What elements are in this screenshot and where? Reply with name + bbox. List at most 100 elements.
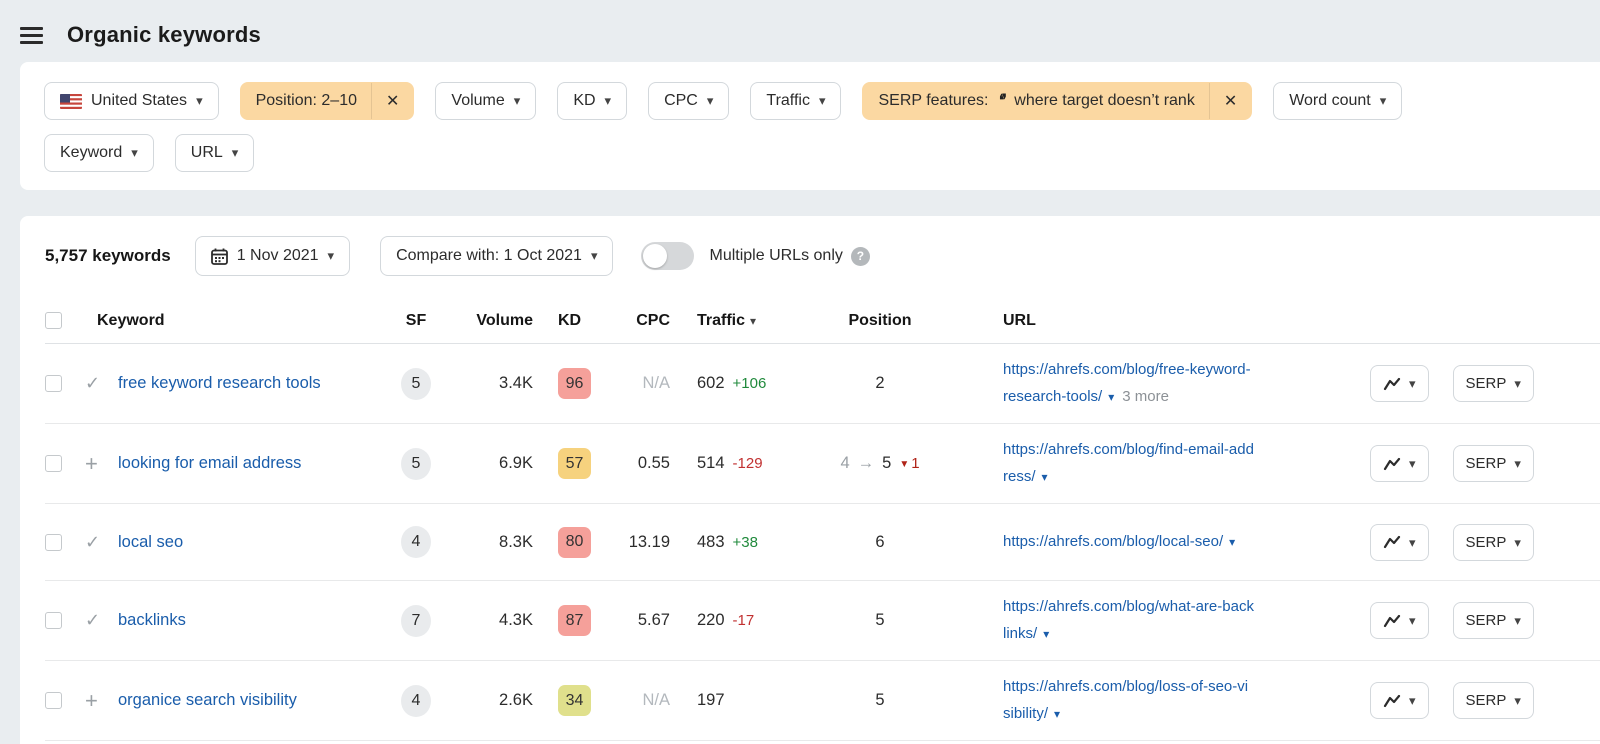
filter-row-1: United States Position: 2–10 Volume KD C… [44, 82, 1600, 120]
page-title: Organic keywords [67, 22, 261, 47]
keyword-filter-button[interactable]: Keyword [44, 134, 154, 172]
position-history-chart-button[interactable] [1370, 682, 1429, 719]
url-dropdown-icon[interactable] [1042, 470, 1048, 484]
position-value: 5 [882, 454, 892, 472]
url-link[interactable]: https://ahrefs.com/blog/loss-of-seo-visi… [1003, 678, 1249, 722]
col-header-cpc[interactable]: CPC [636, 311, 670, 329]
col-header-volume[interactable]: Volume [476, 311, 533, 329]
position-history-chart-button[interactable] [1370, 445, 1429, 482]
keyword-link[interactable]: looking for email address [118, 454, 302, 472]
volume-value: 2.6K [499, 691, 533, 709]
row-actions: SERP [1345, 523, 1600, 561]
multiple-urls-toggle[interactable] [641, 242, 695, 270]
select-all-checkbox[interactable] [45, 312, 62, 329]
country-filter-button[interactable]: United States [44, 82, 219, 120]
url-dropdown-icon[interactable] [1108, 390, 1114, 404]
multiple-urls-label: Multiple URLs only [709, 247, 843, 264]
position-history-chart-button[interactable] [1370, 523, 1429, 561]
col-header-traffic[interactable]: Traffic [670, 312, 810, 330]
remove-serp-features-filter-icon[interactable] [1208, 83, 1251, 119]
url-filter-button[interactable]: URL [174, 134, 255, 172]
more-urls-link[interactable]: 3 more [1122, 388, 1169, 405]
volume-filter-button[interactable]: Volume [435, 82, 537, 120]
serp-button[interactable]: SERP [1452, 445, 1534, 482]
serp-button-label: SERP [1465, 612, 1507, 629]
position-history-chart-button[interactable] [1370, 365, 1429, 402]
word-count-filter-button[interactable]: Word count [1273, 82, 1403, 120]
check-icon[interactable] [85, 532, 118, 553]
serp-features-count-badge[interactable]: 5 [401, 447, 431, 480]
row-checkbox[interactable] [45, 455, 62, 472]
row-checkbox[interactable] [45, 375, 62, 392]
chevron-down-icon [232, 144, 239, 162]
table-controls: 5,757 keywords 1 Nov 2021 Compare with: … [45, 236, 1600, 276]
cpc-filter-button[interactable]: CPC [648, 82, 730, 120]
position-history-chart-button[interactable] [1370, 602, 1429, 639]
url-dropdown-icon[interactable] [1054, 707, 1060, 721]
serp-features-filter-pill[interactable]: SERP features: ❛❜ where target doesn’t r… [862, 82, 1253, 120]
serp-button[interactable]: SERP [1452, 682, 1534, 719]
url-dropdown-icon[interactable] [1043, 627, 1049, 641]
kd-filter-button[interactable]: KD [557, 82, 628, 120]
help-icon[interactable] [850, 246, 870, 266]
keyword-link[interactable]: backlinks [118, 611, 186, 629]
row-checkbox[interactable] [45, 533, 62, 551]
compare-with-button[interactable]: Compare with: 1 Oct 2021 [380, 236, 614, 276]
serp-features-count-badge[interactable]: 4 [401, 526, 431, 558]
serp-button[interactable]: SERP [1452, 602, 1534, 639]
position-filter-pill[interactable]: Position: 2–10 [239, 82, 415, 120]
serp-button[interactable]: SERP [1452, 365, 1534, 402]
keyword-filter-label: Keyword [60, 144, 123, 161]
traffic-value: 483 [697, 532, 725, 551]
plus-icon[interactable] [85, 451, 118, 477]
col-header-kd[interactable]: KD [558, 311, 582, 329]
url-link[interactable]: https://ahrefs.com/blog/find-email-addre… [1003, 441, 1254, 485]
col-header-url[interactable]: URL [1003, 311, 1036, 329]
serp-features-count-badge[interactable]: 4 [401, 684, 431, 717]
row-checkbox[interactable] [45, 612, 62, 629]
table-row: backlinks 7 4.3K 87 5.67 220 -17 5 https… [45, 581, 1600, 661]
table-row: looking for email address 5 6.9K 57 0.55… [45, 424, 1600, 504]
serp-features-count-badge[interactable]: 7 [401, 604, 431, 637]
serp-button-label: SERP [1465, 455, 1507, 472]
trend-chart-icon [1383, 457, 1401, 470]
plus-icon[interactable] [85, 688, 118, 714]
date-picker-button[interactable]: 1 Nov 2021 [194, 236, 351, 276]
serp-button[interactable]: SERP [1452, 523, 1534, 561]
keyword-link[interactable]: free keyword research tools [118, 374, 321, 392]
keywords-count: 5,757 keywords [45, 246, 171, 265]
col-header-sf[interactable]: SF [405, 311, 427, 329]
row-checkbox[interactable] [45, 692, 62, 709]
kd-badge: 87 [558, 605, 591, 636]
serp-features-count-badge[interactable]: 5 [401, 367, 431, 400]
url-link[interactable]: https://ahrefs.com/blog/what-are-backlin… [1003, 598, 1254, 642]
traffic-delta: +38 [732, 533, 758, 551]
serp-button-label: SERP [1465, 375, 1507, 392]
col-header-keyword[interactable]: Keyword [97, 311, 165, 329]
filter-row-2: Keyword URL [44, 134, 1600, 172]
keyword-link[interactable]: local seo [118, 532, 184, 551]
table-header-row: Keyword SF Volume KD CPC Traffic Positio… [45, 298, 1600, 344]
trend-chart-icon [1383, 614, 1401, 627]
trend-chart-icon [1383, 535, 1401, 549]
remove-position-filter-icon[interactable] [371, 83, 413, 119]
cpc-value: N/A [642, 374, 670, 392]
traffic-filter-button[interactable]: Traffic [750, 82, 842, 120]
volume-value: 6.9K [499, 454, 533, 472]
trend-chart-icon [1383, 694, 1401, 707]
traffic-filter-label: Traffic [766, 92, 810, 109]
url-dropdown-icon[interactable] [1229, 535, 1235, 549]
check-icon[interactable] [85, 373, 118, 394]
position-drop-indicator: 1 [899, 455, 919, 472]
chevron-down-icon [514, 92, 521, 110]
keyword-link[interactable]: organice search visibility [118, 691, 297, 709]
serp-features-prefix: SERP features: [878, 92, 989, 109]
position-cell: 4 → 5 1 [810, 454, 950, 473]
url-link[interactable]: https://ahrefs.com/blog/local-seo/ [1003, 533, 1224, 550]
chevron-down-icon [1409, 534, 1416, 551]
check-icon[interactable] [85, 610, 118, 631]
menu-icon[interactable] [20, 26, 43, 44]
position-filter-label: Position: 2–10 [255, 92, 357, 109]
url-link[interactable]: https://ahrefs.com/blog/free-keyword-res… [1003, 361, 1251, 405]
col-header-position[interactable]: Position [848, 311, 912, 329]
